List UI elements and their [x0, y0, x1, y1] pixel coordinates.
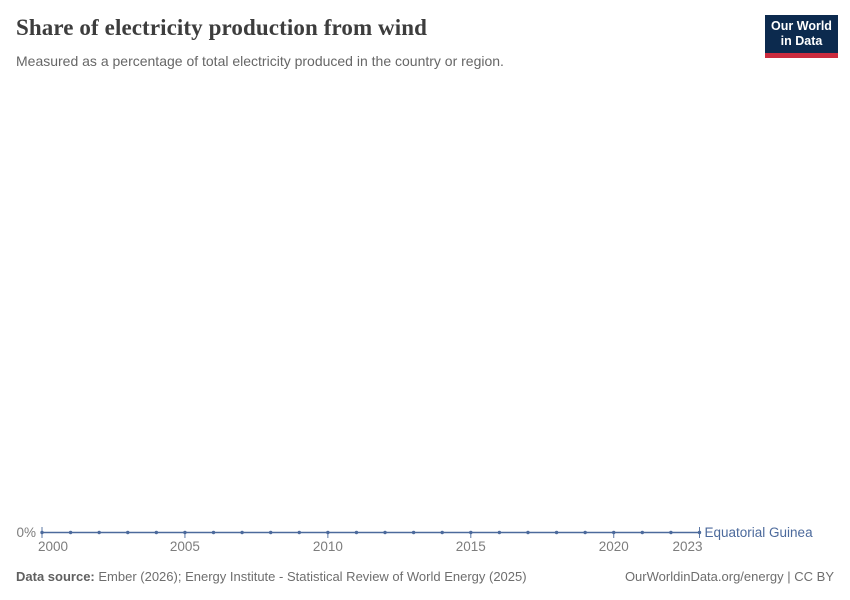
data-point-marker: [497, 530, 502, 535]
owid-logo-text-line1: Our World: [771, 19, 832, 33]
data-point-marker: [326, 530, 330, 535]
data-point-marker: [40, 530, 44, 535]
data-point-marker: [383, 530, 387, 535]
data-point-marker: [697, 530, 702, 535]
data-point-marker: [154, 530, 159, 535]
data-point-marker: [554, 530, 559, 535]
x-axis-tick-label: 2023: [672, 539, 702, 554]
datasource-text: Ember (2026); Energy Institute - Statist…: [94, 569, 527, 584]
y-axis-tick-label: 0%: [16, 525, 36, 540]
data-point-marker: [126, 530, 130, 535]
data-point-marker: [526, 530, 530, 535]
data-point-marker: [612, 530, 616, 535]
series-label[interactable]: Equatorial Guinea: [705, 525, 814, 540]
data-point-marker: [440, 530, 444, 535]
data-point-marker: [297, 530, 301, 535]
x-axis-tick-label: 2015: [456, 539, 486, 554]
datasource-note: Data source: Ember (2026); Energy Instit…: [16, 569, 527, 585]
x-axis-tick-label: 2005: [170, 539, 200, 554]
data-point-marker: [97, 530, 101, 535]
page-title: Share of electricity production from win…: [16, 15, 428, 40]
footer-link[interactable]: OurWorldinData.org/energy | CC BY: [624, 569, 834, 584]
x-axis-tick-label: 2010: [313, 539, 343, 554]
x-axis-tick-label: 2020: [599, 539, 629, 554]
data-point-marker: [268, 530, 273, 535]
x-axis-tick-label: 2000: [38, 539, 68, 554]
data-point-marker: [183, 530, 187, 535]
data-point-marker: [411, 530, 416, 535]
owid-logo[interactable]: Our World in Data: [765, 15, 838, 58]
datasource-label: Data source:: [16, 569, 95, 584]
data-point-marker: [211, 530, 216, 535]
data-point-marker: [68, 530, 73, 535]
owid-logo-text-line2: in Data: [780, 34, 823, 48]
chart-subtitle: Measured as a percentage of total electr…: [16, 53, 504, 69]
data-point-marker: [583, 530, 587, 535]
data-point-marker: [354, 530, 359, 535]
data-point-marker: [640, 530, 645, 535]
data-point-marker: [240, 530, 244, 535]
data-point-marker: [469, 530, 473, 535]
data-point-marker: [669, 530, 673, 535]
